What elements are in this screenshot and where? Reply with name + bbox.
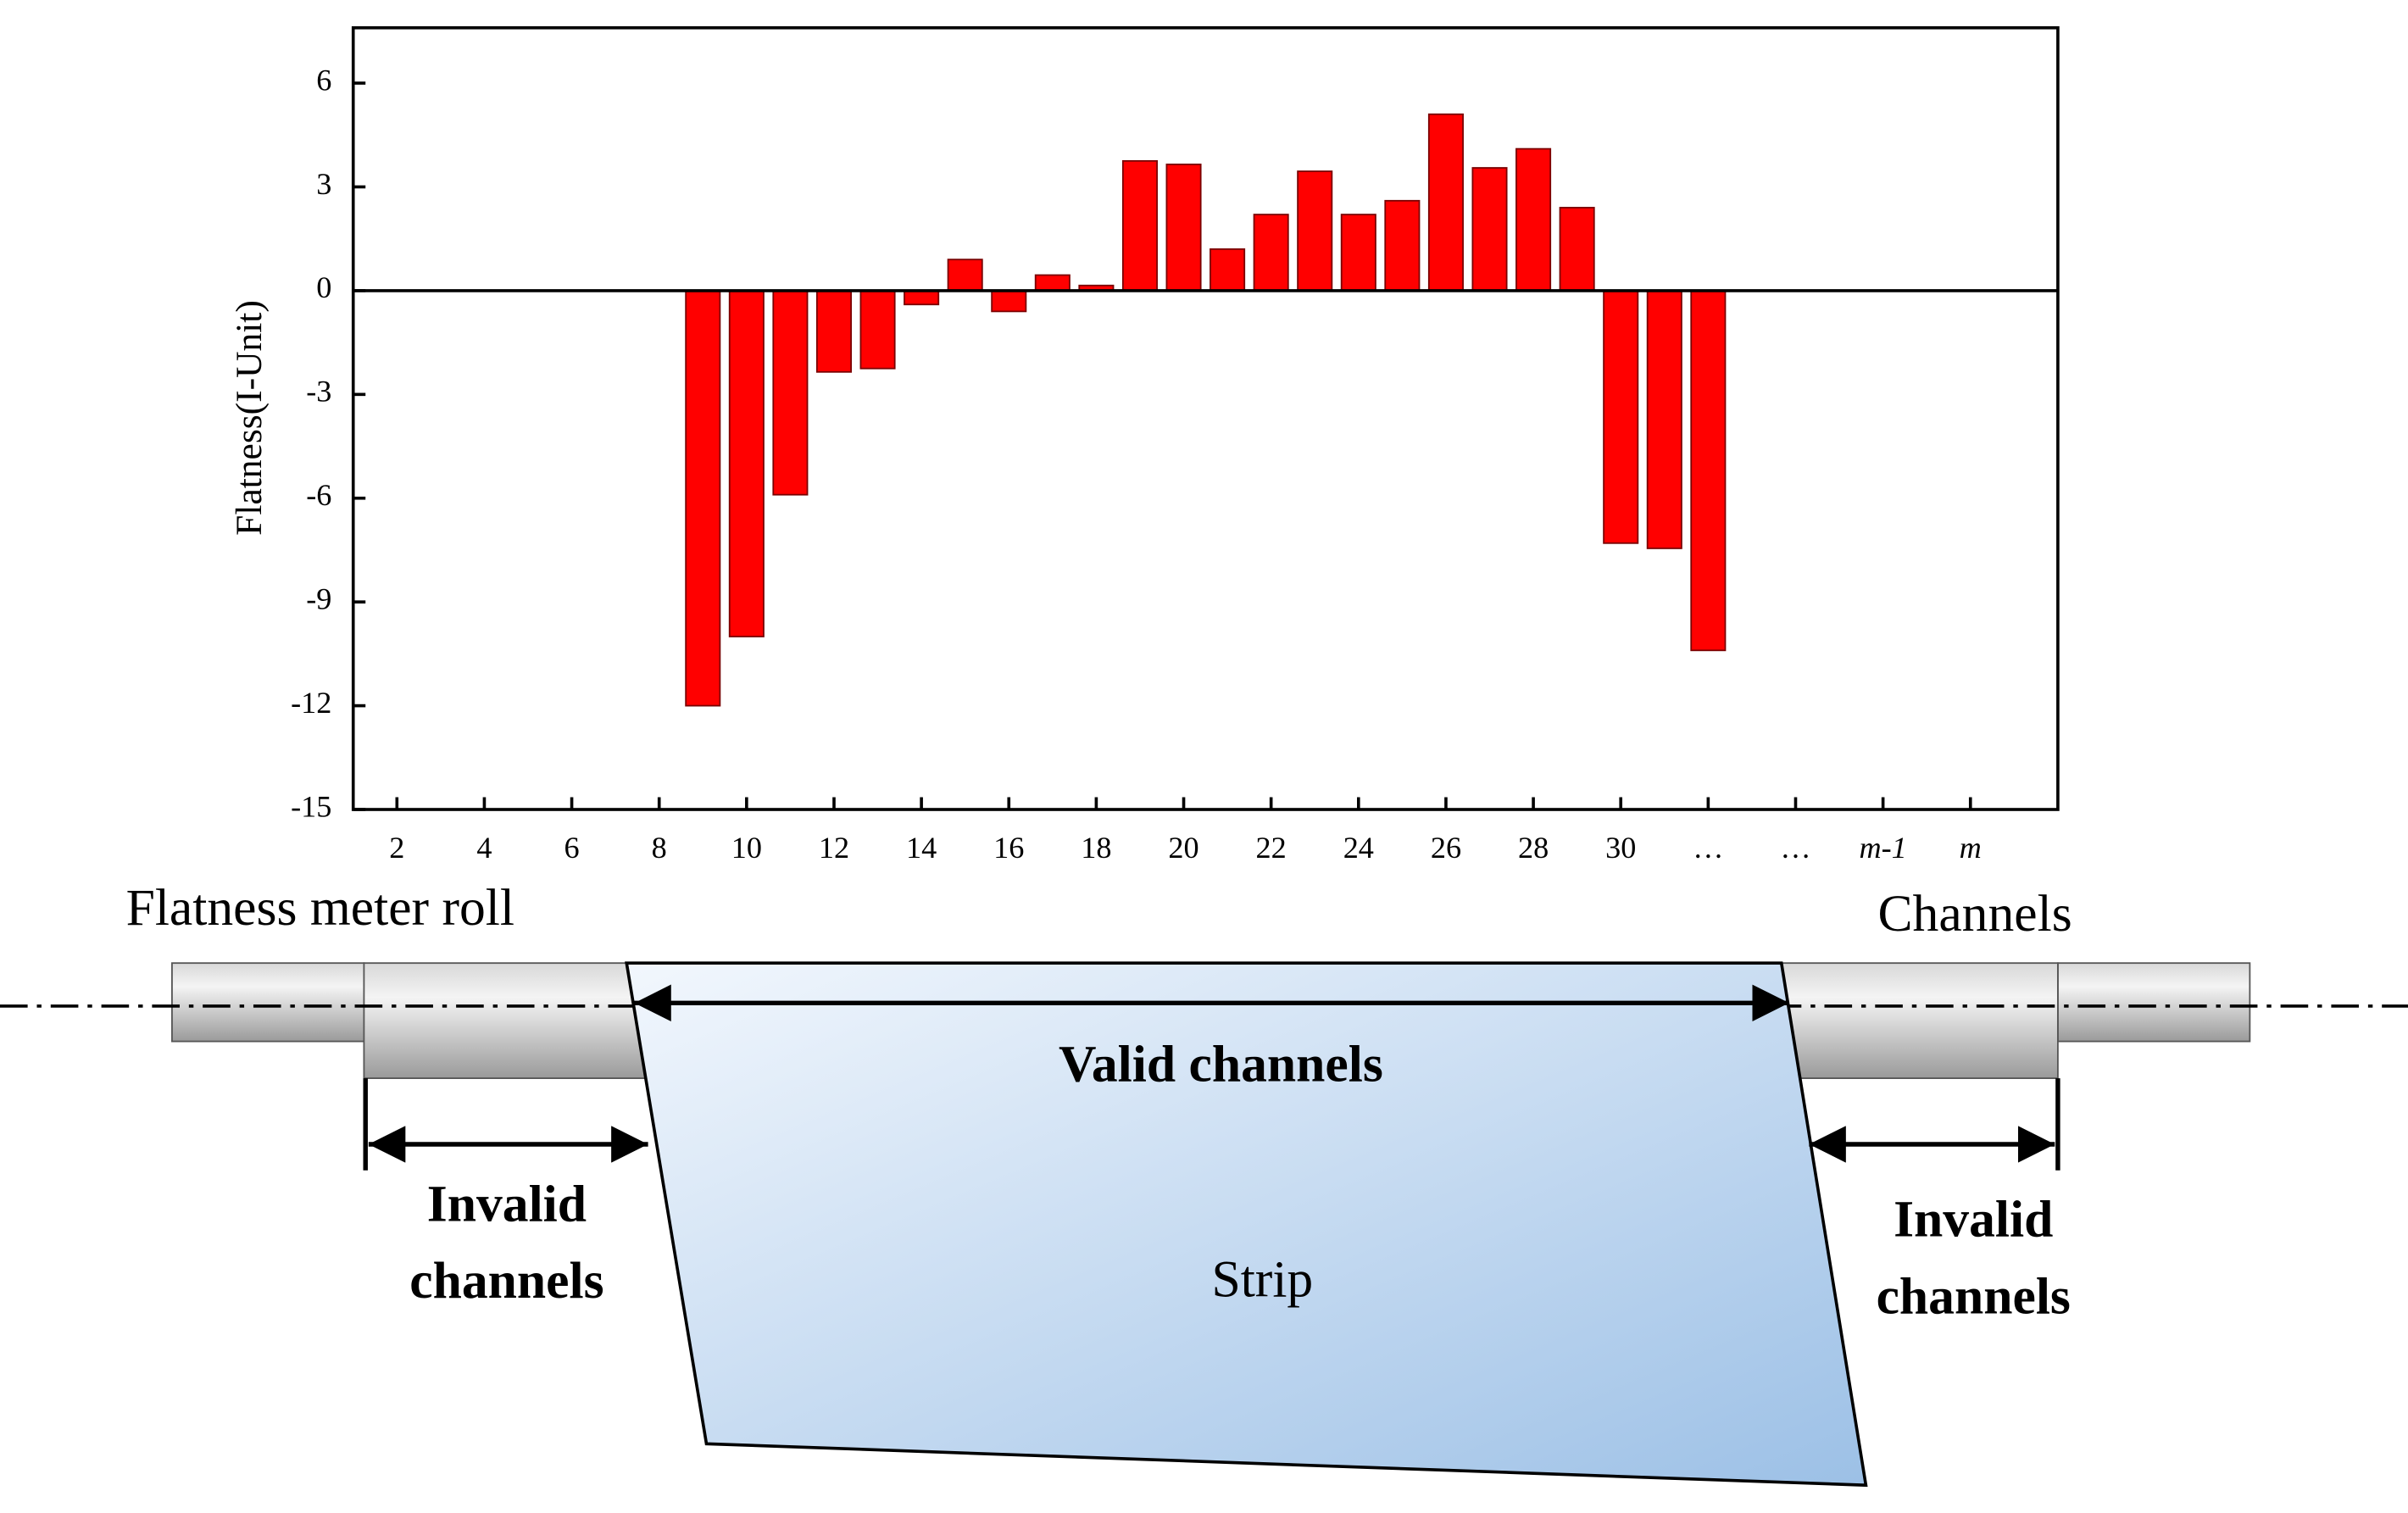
x-tick-label: … bbox=[1780, 831, 1810, 865]
invalid-label: Invalid bbox=[427, 1176, 587, 1233]
x-tick-label: 14 bbox=[906, 831, 937, 865]
bar bbox=[728, 289, 765, 637]
x-tick-label: 8 bbox=[652, 831, 667, 865]
strip-label: Strip bbox=[1211, 1250, 1313, 1308]
x-tick-label: 30 bbox=[1605, 831, 1636, 865]
bar bbox=[1471, 167, 1508, 292]
x-tick-label: 12 bbox=[819, 831, 849, 865]
x-tick-label: … bbox=[1693, 831, 1723, 865]
y-axis-label: Flatness(I-Unit) bbox=[229, 300, 270, 536]
roll-journal bbox=[2056, 962, 2251, 1043]
bar bbox=[772, 289, 809, 496]
x-tick-label: 10 bbox=[731, 831, 762, 865]
strip bbox=[625, 961, 1868, 1488]
x-tick-label: 6 bbox=[564, 831, 580, 865]
invalid-label: channels bbox=[409, 1252, 603, 1310]
y-tick-label: -9 bbox=[306, 581, 331, 615]
bar bbox=[1603, 289, 1639, 544]
axis-label: Channels bbox=[1877, 885, 2072, 943]
bar bbox=[815, 289, 852, 373]
x-tick-label: 26 bbox=[1431, 831, 1461, 865]
bar bbox=[1165, 164, 1202, 292]
bar bbox=[1034, 274, 1071, 292]
y-tick-label: -6 bbox=[306, 478, 331, 512]
plot-frame bbox=[351, 25, 2060, 811]
x-tick-label: 24 bbox=[1343, 831, 1374, 865]
bar bbox=[1253, 214, 1289, 292]
bar bbox=[859, 289, 896, 370]
bar bbox=[1210, 248, 1246, 292]
x-tick-label: 18 bbox=[1081, 831, 1111, 865]
x-tick-label: 22 bbox=[1256, 831, 1287, 865]
plot: 630-3-6-9-12-152 4 6 8 10 12 14 16 18 20 22 24 26 28 3… bbox=[229, 25, 2060, 865]
y-tick-label: -15 bbox=[291, 789, 331, 823]
bar bbox=[1340, 214, 1376, 292]
bar bbox=[1384, 199, 1421, 292]
x-tick-label: 16 bbox=[993, 831, 1024, 865]
bar bbox=[947, 259, 983, 292]
x-tick-label: m bbox=[1960, 831, 1982, 865]
y-tick-label: 0 bbox=[316, 270, 331, 304]
roll-journal bbox=[171, 962, 365, 1043]
bar bbox=[1121, 159, 1158, 292]
roll-label: Flatness meter roll bbox=[126, 879, 514, 937]
y-tick-label: -12 bbox=[291, 686, 331, 720]
valid-label: Valid channels bbox=[1059, 1036, 1383, 1093]
y-tick-label: 3 bbox=[316, 167, 331, 201]
invalid-label: Invalid bbox=[1894, 1191, 2053, 1249]
x-tick-label: 4 bbox=[476, 831, 492, 865]
bar bbox=[1646, 289, 1682, 549]
invalid-label: channels bbox=[1877, 1267, 2071, 1325]
x-tick-label: 28 bbox=[1518, 831, 1549, 865]
x-tick-label: 2 bbox=[389, 831, 404, 865]
bar bbox=[904, 289, 940, 306]
bar bbox=[1427, 113, 1464, 292]
bar bbox=[991, 289, 1027, 313]
bar bbox=[1690, 289, 1727, 652]
bar bbox=[1559, 207, 1595, 292]
bar bbox=[1297, 170, 1333, 292]
roll-diagram: Flatness meter roll Channels Valid chann… bbox=[0, 879, 2408, 1488]
x-tick-label: 20 bbox=[1168, 831, 1198, 865]
bar bbox=[685, 289, 721, 707]
x-tick-label: m-1 bbox=[1859, 831, 1906, 865]
y-tick-label: 6 bbox=[316, 63, 331, 97]
y-tick-label: -3 bbox=[306, 375, 331, 409]
bar bbox=[1515, 147, 1552, 292]
